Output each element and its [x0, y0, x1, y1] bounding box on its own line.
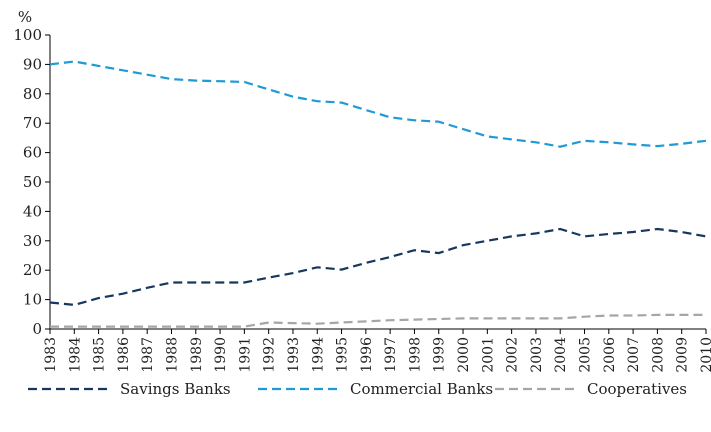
x-tick-label: 1993 — [286, 337, 302, 373]
legend-label: Commercial Banks — [350, 380, 493, 398]
legend: Savings Banks Commercial Banks Cooperative… — [28, 380, 687, 398]
y-tick-label: 40 — [23, 202, 42, 220]
legend-label: Savings Banks — [120, 380, 231, 398]
y-axis-unit-label: % — [18, 8, 32, 26]
x-axis: 1983 1984 1985 1986 1987 1988 1989 1990 1991 1992… — [43, 328, 711, 373]
x-tick-label: 1986 — [116, 337, 132, 373]
y-tick-label: 20 — [23, 261, 42, 279]
x-tick-label: 1991 — [237, 337, 253, 373]
legend-label: Cooperatives — [587, 380, 687, 398]
x-tick-label: 2004 — [553, 337, 569, 373]
x-tick-label: 1996 — [359, 337, 375, 373]
x-tick-label: 2010 — [699, 337, 711, 373]
x-tick-label: 1997 — [383, 337, 399, 373]
y-tick-label: 70 — [23, 114, 42, 132]
y-tick-label: 0 — [32, 320, 42, 338]
x-tick-label: 1989 — [189, 337, 205, 373]
x-tick-label: 2007 — [626, 337, 642, 373]
y-tick-label: 10 — [23, 291, 42, 309]
x-tick-label: 2006 — [602, 337, 618, 373]
x-tick-label: 1987 — [140, 337, 156, 373]
x-tick-label: 1998 — [407, 337, 423, 373]
x-tick-label: 2003 — [529, 337, 545, 373]
y-tick-label: 50 — [23, 173, 42, 191]
x-tick-label: 1992 — [262, 337, 278, 373]
y-tick-label: 100 — [13, 26, 42, 44]
x-tick-label: 1988 — [164, 337, 180, 373]
y-tick-label: 60 — [23, 144, 42, 162]
x-tick-label: 1984 — [67, 337, 83, 373]
series-lines — [49, 60, 707, 328]
x-tick-label: 1985 — [92, 337, 108, 373]
x-tick-label: 2008 — [650, 337, 666, 373]
x-tick-label: 2000 — [456, 337, 472, 373]
x-tick-label: 2001 — [480, 337, 496, 373]
series-line-cooperatives — [50, 313, 706, 328]
series-line-savings-banks — [49, 227, 707, 307]
series-line-commercial-banks — [49, 60, 707, 148]
x-tick-label: 1990 — [213, 337, 229, 373]
y-axis: 0 10 20 30 40 50 60 70 80 90 100 — [13, 26, 51, 338]
x-tick-label: 1995 — [335, 337, 351, 373]
y-tick-label: 80 — [23, 85, 42, 103]
x-tick-label: 2002 — [505, 337, 521, 373]
y-tick-label: 90 — [23, 55, 42, 73]
x-tick-label: 1999 — [432, 337, 448, 373]
x-tick-label: 2005 — [578, 337, 594, 373]
x-tick-label: 1994 — [310, 337, 326, 373]
x-tick-label: 2009 — [675, 337, 691, 373]
x-tick-label: 1983 — [43, 337, 59, 373]
y-tick-label: 30 — [23, 232, 42, 250]
